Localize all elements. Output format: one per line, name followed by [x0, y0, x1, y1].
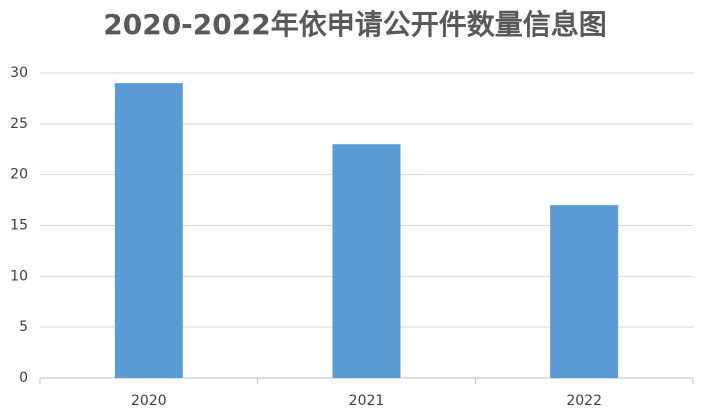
y-tick-label: 10: [10, 268, 28, 284]
x-tick-label: 2020: [131, 393, 167, 409]
bar: [550, 205, 619, 378]
y-tick-label: 30: [10, 65, 28, 81]
y-tick-label: 5: [19, 319, 28, 335]
y-tick-label: 0: [19, 370, 28, 386]
x-tick-label: 2021: [349, 393, 385, 409]
bar: [114, 83, 183, 379]
y-tick-label: 15: [10, 218, 28, 234]
chart-title: 2020-2022年依申请公开件数量信息图: [103, 8, 606, 41]
bar: [332, 144, 401, 378]
y-tick-label: 20: [10, 167, 28, 183]
y-tick-label: 25: [10, 116, 28, 132]
x-tick-label: 2022: [566, 393, 602, 409]
